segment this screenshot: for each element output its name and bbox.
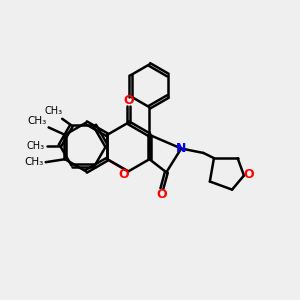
- Text: N: N: [176, 142, 186, 155]
- Text: CH₃: CH₃: [44, 106, 62, 116]
- Text: CH₃: CH₃: [24, 157, 43, 167]
- Text: O: O: [157, 188, 167, 201]
- Text: O: O: [123, 94, 134, 107]
- Text: O: O: [243, 167, 254, 181]
- Text: CH₃: CH₃: [27, 116, 46, 126]
- Text: O: O: [118, 168, 129, 181]
- Text: CH₃: CH₃: [27, 140, 45, 151]
